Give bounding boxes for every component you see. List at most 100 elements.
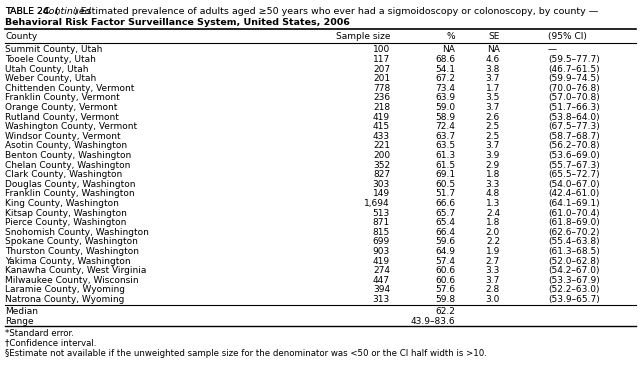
Text: Windsor County, Vermont: Windsor County, Vermont — [5, 132, 121, 141]
Text: (61.3–68.5): (61.3–68.5) — [548, 247, 600, 256]
Text: Utah County, Utah: Utah County, Utah — [5, 64, 88, 74]
Text: 419: 419 — [373, 256, 390, 265]
Text: Laramie County, Wyoming: Laramie County, Wyoming — [5, 285, 125, 294]
Text: (67.5–77.3): (67.5–77.3) — [548, 122, 600, 131]
Text: Pierce County, Washington: Pierce County, Washington — [5, 218, 126, 227]
Text: (46.7–61.5): (46.7–61.5) — [548, 64, 599, 74]
Text: 117: 117 — [373, 55, 390, 64]
Text: (70.0–76.8): (70.0–76.8) — [548, 84, 600, 93]
Text: 3.5: 3.5 — [486, 94, 500, 102]
Text: Chittenden County, Vermont: Chittenden County, Vermont — [5, 84, 135, 93]
Text: (53.3–67.9): (53.3–67.9) — [548, 276, 600, 285]
Text: Orange County, Vermont: Orange County, Vermont — [5, 103, 117, 112]
Text: Continued: Continued — [43, 7, 92, 16]
Text: Range: Range — [5, 317, 33, 326]
Text: 3.8: 3.8 — [486, 64, 500, 74]
Text: Benton County, Washington: Benton County, Washington — [5, 151, 131, 160]
Text: 63.9: 63.9 — [435, 94, 455, 102]
Text: 352: 352 — [373, 161, 390, 170]
Text: Spokane County, Washington: Spokane County, Washington — [5, 237, 138, 246]
Text: 63.5: 63.5 — [435, 141, 455, 150]
Text: Tooele County, Utah: Tooele County, Utah — [5, 55, 96, 64]
Text: 3.9: 3.9 — [486, 151, 500, 160]
Text: 3.7: 3.7 — [486, 103, 500, 112]
Text: —: — — [548, 45, 557, 54]
Text: 200: 200 — [373, 151, 390, 160]
Text: 778: 778 — [373, 84, 390, 93]
Text: (52.0–62.8): (52.0–62.8) — [548, 256, 599, 265]
Text: 58.9: 58.9 — [435, 113, 455, 121]
Text: TABLE 24. (: TABLE 24. ( — [5, 7, 59, 16]
Text: (54.0–67.0): (54.0–67.0) — [548, 180, 599, 189]
Text: 1.9: 1.9 — [486, 247, 500, 256]
Text: 394: 394 — [373, 285, 390, 294]
Text: 274: 274 — [373, 266, 390, 275]
Text: Summit County, Utah: Summit County, Utah — [5, 45, 103, 54]
Text: 1.3: 1.3 — [486, 199, 500, 208]
Text: 827: 827 — [373, 170, 390, 179]
Text: (54.2–67.0): (54.2–67.0) — [548, 266, 599, 275]
Text: 433: 433 — [373, 132, 390, 141]
Text: 60.6: 60.6 — [435, 276, 455, 285]
Text: Yakima County, Washington: Yakima County, Washington — [5, 256, 131, 265]
Text: 60.6: 60.6 — [435, 266, 455, 275]
Text: 419: 419 — [373, 113, 390, 121]
Text: County: County — [5, 32, 37, 41]
Text: Kanawha County, West Virginia: Kanawha County, West Virginia — [5, 266, 146, 275]
Text: NA: NA — [487, 45, 500, 54]
Text: 2.8: 2.8 — [486, 285, 500, 294]
Text: (65.5–72.7): (65.5–72.7) — [548, 170, 599, 179]
Text: 51.7: 51.7 — [435, 189, 455, 198]
Text: ) Estimated prevalence of adults aged ≥50 years who ever had a sigmoidoscopy or : ) Estimated prevalence of adults aged ≥5… — [74, 7, 598, 16]
Text: 100: 100 — [373, 45, 390, 54]
Text: (53.9–65.7): (53.9–65.7) — [548, 295, 600, 304]
Text: †Confidence interval.: †Confidence interval. — [5, 339, 96, 348]
Text: 2.9: 2.9 — [486, 161, 500, 170]
Text: 57.6: 57.6 — [435, 285, 455, 294]
Text: 221: 221 — [373, 141, 390, 150]
Text: 2.0: 2.0 — [486, 228, 500, 237]
Text: (53.8–64.0): (53.8–64.0) — [548, 113, 599, 121]
Text: 57.4: 57.4 — [435, 256, 455, 265]
Text: Milwaukee County, Wisconsin: Milwaukee County, Wisconsin — [5, 276, 138, 285]
Text: 201: 201 — [373, 74, 390, 83]
Text: Thurston County, Washington: Thurston County, Washington — [5, 247, 139, 256]
Text: 63.7: 63.7 — [435, 132, 455, 141]
Text: Natrona County, Wyoming: Natrona County, Wyoming — [5, 295, 124, 304]
Text: (57.0–70.8): (57.0–70.8) — [548, 94, 600, 102]
Text: Franklin County, Washington: Franklin County, Washington — [5, 189, 135, 198]
Text: 815: 815 — [373, 228, 390, 237]
Text: 2.4: 2.4 — [486, 208, 500, 218]
Text: SE: SE — [488, 32, 500, 41]
Text: *Standard error.: *Standard error. — [5, 329, 74, 338]
Text: (95% CI): (95% CI) — [548, 32, 587, 41]
Text: 61.3: 61.3 — [435, 151, 455, 160]
Text: 2.2: 2.2 — [486, 237, 500, 246]
Text: 3.3: 3.3 — [486, 266, 500, 275]
Text: 59.6: 59.6 — [435, 237, 455, 246]
Text: King County, Washington: King County, Washington — [5, 199, 119, 208]
Text: 218: 218 — [373, 103, 390, 112]
Text: 236: 236 — [373, 94, 390, 102]
Text: 73.4: 73.4 — [435, 84, 455, 93]
Text: (52.2–63.0): (52.2–63.0) — [548, 285, 599, 294]
Text: 4.8: 4.8 — [486, 189, 500, 198]
Text: Washington County, Vermont: Washington County, Vermont — [5, 122, 137, 131]
Text: Weber County, Utah: Weber County, Utah — [5, 74, 96, 83]
Text: 513: 513 — [373, 208, 390, 218]
Text: (59.9–74.5): (59.9–74.5) — [548, 74, 599, 83]
Text: 2.7: 2.7 — [486, 256, 500, 265]
Text: Chelan County, Washington: Chelan County, Washington — [5, 161, 130, 170]
Text: 59.0: 59.0 — [435, 103, 455, 112]
Text: 2.5: 2.5 — [486, 122, 500, 131]
Text: Kitsap County, Washington: Kitsap County, Washington — [5, 208, 127, 218]
Text: Douglas County, Washington: Douglas County, Washington — [5, 180, 135, 189]
Text: 207: 207 — [373, 64, 390, 74]
Text: 415: 415 — [373, 122, 390, 131]
Text: 2.6: 2.6 — [486, 113, 500, 121]
Text: 1.8: 1.8 — [486, 218, 500, 227]
Text: §Estimate not available if the unweighted sample size for the denominator was <5: §Estimate not available if the unweighte… — [5, 348, 487, 358]
Text: 447: 447 — [373, 276, 390, 285]
Text: 149: 149 — [373, 189, 390, 198]
Text: 67.2: 67.2 — [435, 74, 455, 83]
